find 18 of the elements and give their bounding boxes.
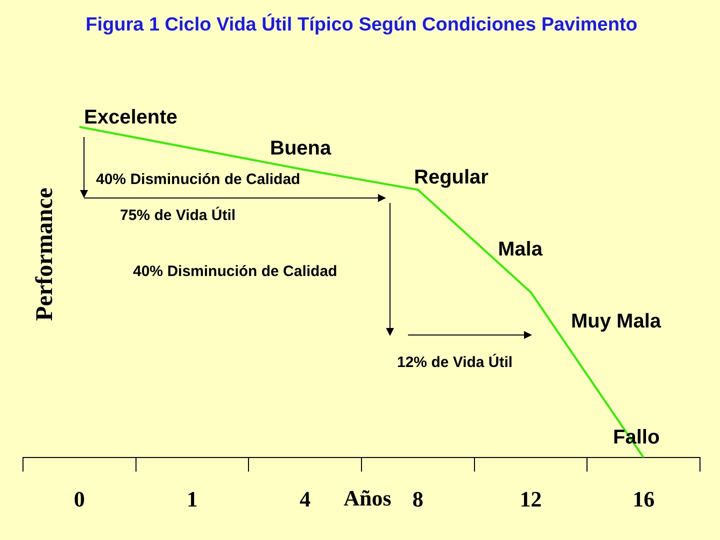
x-tick-label: 0 [74, 486, 85, 512]
annotation: 40% Disminución de Calidad [96, 171, 300, 188]
annotation: 40% Disminución de Calidad [133, 263, 338, 280]
annotation: Buena [270, 138, 332, 160]
x-tick-label: 16 [632, 486, 655, 512]
annotation: 75% de Vida Útil [120, 206, 236, 224]
annotation: Mala [498, 238, 544, 261]
annotation: 12% de Vida Útil [397, 353, 513, 372]
annotation: Excelente [84, 106, 178, 129]
x-tick-label: 1 [186, 486, 198, 512]
annotation: Regular [414, 166, 489, 189]
x-tick-label: 8 [412, 486, 424, 512]
annotation: Muy Mala [571, 310, 662, 333]
chart-title: Figura 1 Ciclo Vida Útil Típico Según Condiciones Pavimento [86, 14, 638, 36]
x-axis-title: Años [344, 486, 392, 511]
y-axis-title: Performance [32, 187, 58, 321]
x-tick-label: 12 [520, 486, 542, 512]
x-tick-label: 4 [300, 486, 311, 512]
